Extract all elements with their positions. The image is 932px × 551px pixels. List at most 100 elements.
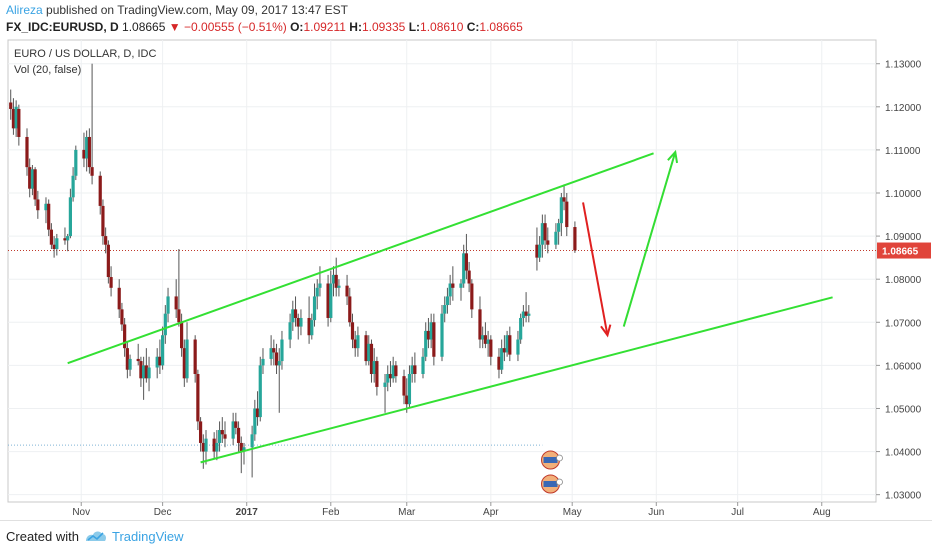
candle [98,171,102,215]
candle [180,313,184,357]
candle [47,199,51,237]
candle-body-down [467,270,471,284]
economic-event-flag-icon[interactable] [541,450,563,470]
candle [253,399,257,441]
candle-body-up [519,317,523,340]
candle-body-up [242,447,246,452]
candle-body-down [535,244,539,258]
tradingview-link[interactable]: TradingView [112,529,184,544]
candle [128,354,132,377]
candle-body-down [546,240,550,245]
last-price-value: 1.08665 [122,20,166,34]
candle-body-up [481,335,485,340]
volume-indicator-label[interactable]: Vol (20, false) [14,64,81,76]
candle [52,236,56,258]
event-markers[interactable] [541,450,563,494]
candle [66,233,70,252]
footer: Created with TradingView [0,520,932,551]
candle [535,227,539,271]
x-tick-label: Jul [731,507,744,518]
candle-body-up [253,408,257,435]
candle [432,313,436,366]
candle [231,412,235,446]
candle [258,356,262,422]
candle [185,322,189,383]
candle [250,425,254,478]
candle [470,279,474,318]
candle [101,199,105,245]
candle-body-down [193,339,197,375]
candle-body-up [462,253,466,284]
candle [440,305,444,362]
y-axis[interactable]: 1.13000 1.12000 1.11000 1.10000 1.09000 1.080… [876,60,931,502]
candle-body-up [443,305,447,314]
candle-body-up [85,136,89,159]
candle [505,330,509,357]
price-chart[interactable]: 1.13000 1.12000 1.11000 1.10000 1.09000 1.080… [0,0,932,520]
candle-body-up [55,238,59,250]
candle [277,348,281,413]
arrow-down-shaft [582,202,609,336]
candle-body-up [269,348,273,359]
x-axis[interactable]: Nov Dec 2017 Feb Mar Apr May Jun Jul Aug [72,502,831,518]
candle-body-down [502,348,506,353]
candle [369,339,374,383]
candle [274,343,279,375]
candle [307,296,311,344]
candle [345,274,349,306]
candle-body-up [215,442,219,452]
change-value: −0.00555 (−0.51%) [184,20,287,34]
candle-body-up [505,335,509,353]
candle-body-down [239,442,243,452]
candle-body-down [334,274,338,288]
candle [55,233,59,256]
candle-body-down [413,365,417,375]
candle-body-down [524,311,528,316]
author-link[interactable]: Alireza [6,3,43,17]
candle [554,223,558,250]
candle-body-down [158,356,162,366]
candle-body-up [486,339,490,344]
candle [443,296,447,323]
candle-body-up [429,322,433,340]
chart-pane[interactable] [7,39,877,503]
candle-body-up [299,317,303,327]
candle [388,361,393,387]
candle-body-down [364,335,368,362]
candle [331,266,336,297]
candle [540,214,544,258]
candle-body-down [426,330,431,340]
earnings-event-flag-icon[interactable] [541,474,563,494]
candle-body-up [372,361,376,375]
event-stripe [543,457,558,463]
candle [74,145,78,181]
candle-body-up [44,203,48,211]
candle-body-down [63,238,67,241]
symbol-name: FX_IDC:EURUSD, D [6,20,119,34]
candle-body-up [407,374,412,405]
candle [315,279,319,310]
candle-body-down [543,223,547,241]
candle-body-down [432,322,436,357]
candle [223,421,227,448]
close-value: 1.08665 [479,20,523,34]
candle-body-down [33,169,37,200]
candle [136,343,140,366]
candle [538,236,542,262]
candle-body-down [223,434,227,439]
candle-body-up [68,197,72,237]
candle [350,313,355,349]
candle [198,417,203,452]
candle-body-down [101,205,105,237]
candle [329,270,333,323]
last-price-badge[interactable]: 1.08665 [877,242,931,259]
candle [71,167,75,202]
candle-body-up [559,197,563,224]
candle-body-up [500,348,504,370]
candle-body-up [147,367,151,379]
candle [394,361,398,383]
arrow-up-head [667,149,679,164]
candle [310,313,314,340]
candle-body-down [255,408,260,418]
candle [161,326,165,370]
